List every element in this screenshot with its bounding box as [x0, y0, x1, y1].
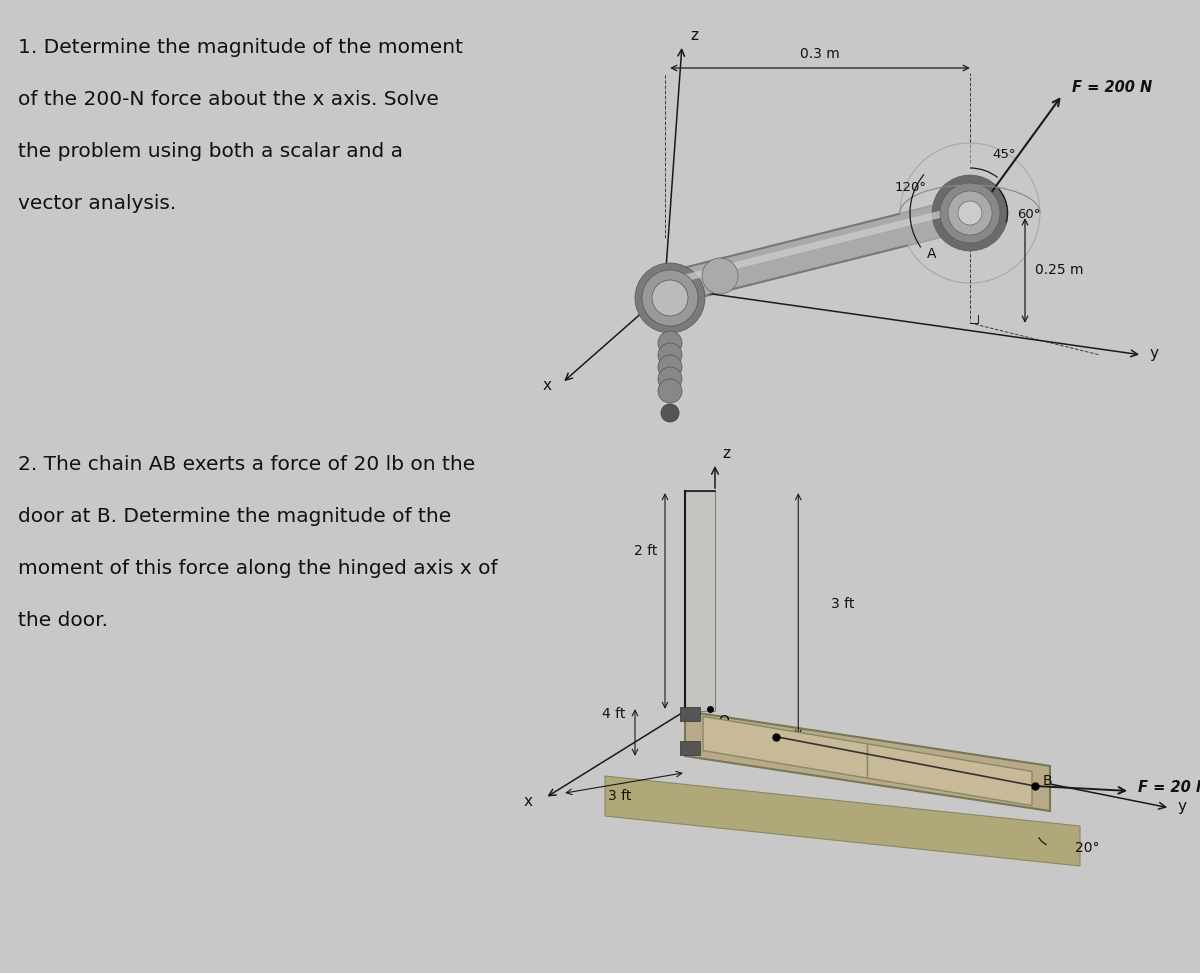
Polygon shape [605, 776, 1080, 866]
Text: 120°: 120° [895, 181, 926, 194]
Text: z: z [722, 446, 730, 461]
Text: B: B [1043, 774, 1052, 788]
Text: the problem using both a scalar and a: the problem using both a scalar and a [18, 142, 403, 161]
Polygon shape [680, 707, 700, 721]
Circle shape [658, 331, 682, 355]
Polygon shape [680, 741, 700, 755]
Text: z: z [690, 28, 698, 43]
Text: A: A [785, 744, 793, 759]
Circle shape [658, 355, 682, 379]
Circle shape [702, 258, 738, 294]
Text: F = 20 lb: F = 20 lb [1138, 780, 1200, 796]
Circle shape [652, 280, 688, 316]
Text: y: y [1178, 799, 1187, 814]
Circle shape [940, 183, 1000, 243]
Polygon shape [703, 716, 868, 778]
Polygon shape [868, 744, 1032, 806]
Text: 60°: 60° [1018, 208, 1040, 221]
Text: 4 ft: 4 ft [601, 706, 625, 720]
Circle shape [635, 263, 706, 333]
Circle shape [958, 201, 982, 225]
Polygon shape [685, 711, 1050, 811]
Text: moment of this force along the hinged axis x of: moment of this force along the hinged ax… [18, 559, 498, 578]
Text: 2. The chain AB exerts a force of 20 lb on the: 2. The chain AB exerts a force of 20 lb … [18, 455, 475, 474]
Circle shape [658, 379, 682, 403]
Text: of the 200-N force about the x axis. Solve: of the 200-N force about the x axis. Sol… [18, 90, 439, 109]
Text: A: A [928, 247, 937, 261]
Text: 20°: 20° [1075, 841, 1099, 855]
Text: x: x [524, 794, 533, 809]
Text: 0.25 m: 0.25 m [1034, 264, 1084, 277]
Text: vector analysis.: vector analysis. [18, 194, 176, 213]
Circle shape [642, 270, 698, 326]
Circle shape [900, 143, 1040, 283]
Text: x: x [542, 378, 552, 393]
Text: 3 ft: 3 ft [608, 789, 631, 803]
Text: y: y [1150, 346, 1159, 361]
Text: O: O [718, 714, 728, 728]
Circle shape [658, 367, 682, 391]
Polygon shape [685, 491, 715, 711]
Text: O: O [647, 308, 658, 322]
Text: 0.3 m: 0.3 m [800, 47, 840, 61]
Text: 45°: 45° [992, 148, 1015, 161]
Text: the door.: the door. [18, 611, 108, 630]
Text: 3 ft: 3 ft [832, 596, 854, 611]
Text: F = 200 N: F = 200 N [1073, 81, 1152, 95]
Circle shape [658, 343, 682, 367]
Circle shape [948, 191, 992, 235]
Circle shape [932, 175, 1008, 251]
Text: 2 ft: 2 ft [634, 544, 658, 558]
Text: door at B. Determine the magnitude of the: door at B. Determine the magnitude of th… [18, 507, 451, 526]
Text: 1. Determine the magnitude of the moment: 1. Determine the magnitude of the moment [18, 38, 463, 57]
Circle shape [661, 404, 679, 422]
